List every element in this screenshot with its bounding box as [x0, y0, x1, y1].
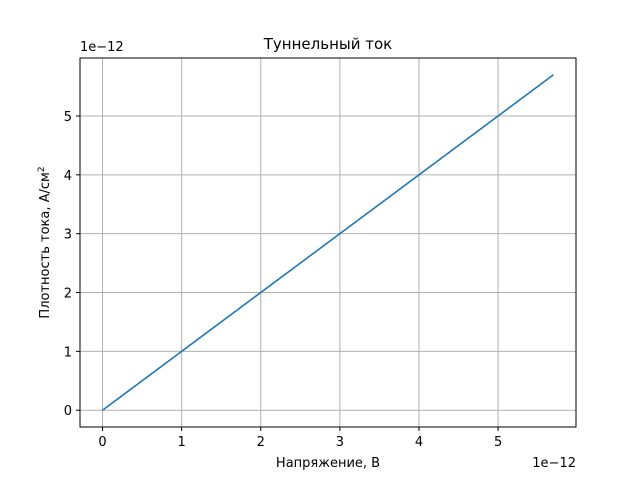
plot-frame: [79, 57, 577, 428]
y-axis-offset-text: 1e−12: [80, 40, 124, 55]
x-tick-label: 5: [494, 435, 502, 450]
y-tick-label: 4: [64, 169, 72, 184]
x-tick-label: 2: [257, 435, 265, 450]
series-line: [102, 74, 554, 411]
grid: [80, 58, 576, 427]
x-axis-label: Напряжение, В: [276, 456, 380, 471]
y-tick-label: 2: [64, 287, 72, 302]
y-axis-label-main: Плотность тока, А/см: [38, 172, 53, 318]
ticks: 0 1 2 3 4 5 0 1 2 3 4 5: [64, 110, 503, 450]
y-axis-label: Плотность тока, А/см2: [37, 166, 53, 318]
x-tick-label: 1: [178, 435, 186, 450]
y-tick-label: 3: [64, 228, 72, 243]
y-tick-label: 0: [64, 404, 72, 419]
y-tick-label: 5: [64, 110, 72, 125]
y-axis-label-superscript: 2: [37, 166, 47, 172]
x-tick-label: 3: [336, 435, 344, 450]
chart-title: Туннельный ток: [263, 35, 392, 53]
x-axis-offset-text: 1e−12: [532, 456, 576, 471]
series-layer: [102, 74, 554, 411]
x-tick-label: 0: [98, 435, 106, 450]
x-tick-label: 4: [415, 435, 423, 450]
y-tick-label: 1: [64, 345, 72, 360]
